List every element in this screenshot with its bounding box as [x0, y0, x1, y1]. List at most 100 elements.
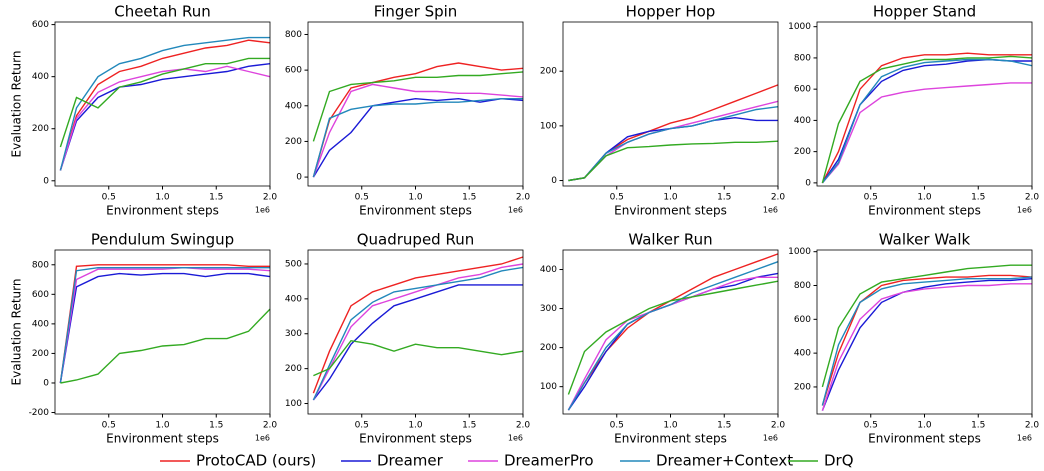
y-tick-label: 400 [285, 294, 302, 304]
y-tick-label: 600 [32, 290, 49, 300]
x-tick-label: 1.0 [663, 421, 678, 431]
plot-frame [816, 21, 1033, 187]
x-tick-label: 1.0 [408, 193, 423, 203]
series-line [821, 276, 1033, 406]
y-axis-label: Evaluation Return [10, 51, 24, 158]
chart-title: Hopper Stand [873, 3, 976, 21]
x-tick-label: 1.5 [717, 193, 731, 203]
series-line [59, 65, 271, 171]
x-tick-label: 2.0 [516, 421, 531, 431]
series-line [59, 39, 271, 171]
legend-label: Dreamer [377, 452, 444, 470]
x-tick-label: 1.0 [155, 421, 170, 431]
x-tick-label: 0.5 [102, 193, 116, 203]
series-line [567, 261, 779, 411]
series-line [821, 264, 1032, 388]
y-tick-label: 600 [285, 66, 302, 76]
series-line [59, 266, 271, 384]
x-tick-label: 2.0 [771, 193, 786, 203]
series-line [568, 84, 779, 182]
series-line [567, 253, 779, 411]
series-line [59, 57, 270, 148]
x-tick-label: 0.5 [864, 421, 878, 431]
series-line [568, 116, 778, 182]
series-line [59, 267, 270, 384]
series-line [821, 52, 1032, 184]
x-tick-label: 2.0 [1025, 421, 1040, 431]
series-line [60, 308, 271, 384]
legend-label: DrQ [824, 452, 854, 470]
x-tick-label: 1.5 [717, 421, 731, 431]
chart-title: Hopper Hop [626, 3, 716, 21]
x-tick-label: 1.0 [408, 421, 423, 431]
series-line [821, 283, 1032, 411]
y-tick-label: 600 [794, 85, 811, 95]
series-line [821, 82, 1032, 184]
x-tick-label: 0.5 [610, 193, 624, 203]
y-axis-label: Evaluation Return [10, 279, 24, 386]
y-tick-label: 200 [285, 137, 302, 147]
series-line [59, 264, 270, 384]
series-line [312, 98, 523, 178]
x-tick-label: 0.5 [355, 193, 369, 203]
y-tick-label: 800 [285, 30, 302, 40]
chart-title: Quadruped Run [357, 231, 475, 249]
series-line [821, 55, 1033, 184]
plot-frame [562, 249, 779, 415]
y-tick-label: 200 [540, 67, 557, 77]
series-line [568, 140, 779, 182]
y-tick-label: 100 [540, 382, 557, 392]
x-offset-label: 1e6 [1017, 206, 1032, 215]
x-offset-label: 1e6 [763, 206, 778, 215]
plot-frame [562, 21, 779, 187]
series-line [567, 272, 779, 411]
series-line [313, 339, 524, 377]
series-line [312, 97, 524, 178]
x-offset-label: 1e6 [508, 206, 523, 215]
x-axis-label: Environment steps [106, 432, 219, 446]
y-tick-label: -200 [29, 408, 50, 418]
x-tick-label: 0.5 [102, 421, 116, 431]
y-tick-label: 400 [794, 349, 811, 359]
x-tick-label: 1.0 [917, 421, 932, 431]
x-tick-label: 2.0 [263, 421, 278, 431]
chart-title: Pendulum Swingup [91, 231, 234, 249]
x-axis-label: Environment steps [614, 204, 727, 218]
y-tick-label: 0 [43, 378, 49, 388]
chart-title: Walker Run [628, 231, 712, 249]
series-line [821, 58, 1033, 184]
series-line [312, 266, 524, 401]
y-tick-label: 300 [540, 304, 557, 314]
y-tick-label: 400 [794, 116, 811, 126]
x-offset-label: 1e6 [255, 206, 270, 215]
x-tick-label: 0.5 [610, 421, 624, 431]
y-tick-label: 600 [794, 315, 811, 325]
y-tick-label: 400 [32, 319, 49, 329]
x-tick-label: 1.5 [462, 193, 476, 203]
y-tick-label: 200 [32, 349, 49, 359]
x-tick-label: 2.0 [516, 193, 531, 203]
y-tick-label: 1000 [788, 247, 811, 257]
y-tick-label: 400 [285, 101, 302, 111]
y-tick-label: 200 [794, 382, 811, 392]
y-tick-label: 200 [32, 124, 49, 134]
x-offset-label: 1e6 [1017, 434, 1032, 443]
x-tick-label: 1.5 [462, 421, 476, 431]
x-tick-label: 2.0 [771, 421, 786, 431]
series-line [567, 280, 779, 395]
y-tick-label: 0 [805, 178, 811, 188]
x-axis-label: Environment steps [868, 432, 981, 446]
x-tick-label: 1.0 [663, 193, 678, 203]
x-tick-label: 1.5 [971, 193, 985, 203]
x-axis-label: Environment steps [106, 204, 219, 218]
y-tick-label: 600 [32, 20, 49, 30]
y-tick-label: 200 [540, 343, 557, 353]
series-line [821, 274, 1033, 406]
series-line [567, 276, 778, 411]
y-tick-label: 500 [285, 259, 302, 269]
x-tick-label: 1.0 [917, 193, 932, 203]
y-tick-label: 0 [43, 176, 49, 186]
x-tick-label: 1.5 [209, 421, 223, 431]
y-tick-label: 200 [285, 364, 302, 374]
